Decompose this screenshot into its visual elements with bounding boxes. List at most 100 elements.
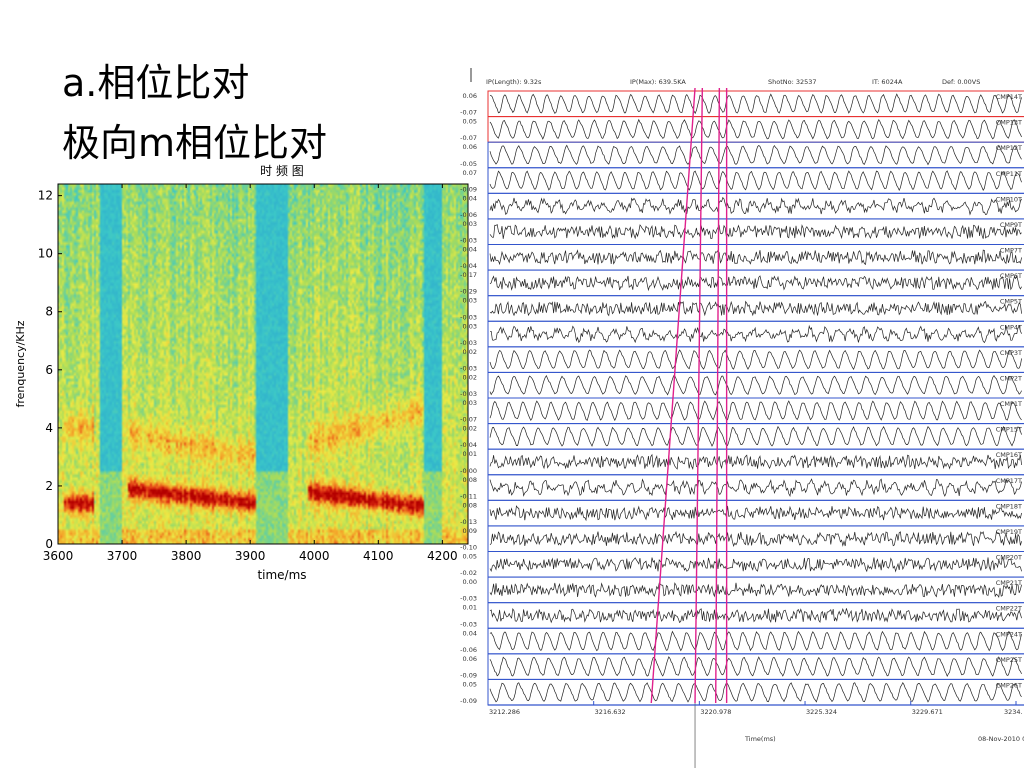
scope-tick-top: 0.00: [463, 578, 477, 586]
scope-panel: 0.02 -0.03 CMP3T: [460, 346, 1024, 373]
scope-tick-bottom: -0.03: [460, 364, 477, 372]
scope-tick-bottom: -0.02: [460, 569, 477, 577]
scope-panel: 0.06 -0.09 CMP25T: [460, 653, 1024, 680]
scope-panel: 0.01 -0.03 CMP22T: [460, 602, 1024, 629]
scope-trace: [489, 425, 1022, 447]
scope-tick-top: 0.08: [463, 476, 477, 484]
scope-tick-top: 0.05: [463, 118, 477, 126]
scope-tick-bottom: -0.03: [460, 237, 477, 245]
scope-tick-top: 0.02: [463, 348, 477, 356]
scope-panel: 0.03 -0.03 CMP4T: [460, 320, 1024, 348]
scope-tick-top: 0.03: [463, 220, 477, 228]
scope-x-tick-label: 3234.: [1004, 708, 1023, 716]
scope-panel: 0.08 -0.11 CMP17T: [460, 474, 1024, 501]
scope-x-tick-label: 3229.671: [912, 708, 943, 716]
slide-title-line2: 极向m相位比对: [62, 121, 328, 165]
scope-trace: [489, 274, 1022, 292]
scope-x-tick-label: 3216.632: [595, 708, 626, 716]
scope-x-tick-label: 3212.286: [489, 708, 520, 716]
scope-tick-bottom: -0.03: [460, 595, 477, 603]
scope-panel: 0.00 -0.03 CMP21T: [460, 576, 1024, 604]
scope-trace: [489, 224, 1022, 240]
scope-tick-bottom: -0.13: [460, 518, 477, 526]
scope-trace: [489, 400, 1022, 422]
scope-trace: [490, 324, 1022, 344]
scope-panel: 0.07 -0.09 CMP11T: [460, 167, 1024, 194]
scope-trace: [489, 300, 1022, 317]
scope-panel: 0.04 -0.06 CMP10T: [460, 192, 1024, 220]
scope-trace: [489, 144, 1022, 166]
scope-trace: [489, 118, 1022, 140]
scope-trace: [489, 530, 1022, 547]
spectrogram-y-tick-label: 10: [38, 247, 53, 261]
scope-tick-top: 0.08: [463, 501, 477, 509]
scope-tick-top: 0.03: [463, 322, 477, 330]
scope-trace: [489, 196, 1022, 216]
scope-panel-frame: [487, 678, 1024, 706]
scope-tick-top: 0.04: [463, 629, 477, 637]
spectrogram-x-tick-label: 4200: [427, 549, 458, 563]
scope-trace: [489, 170, 1022, 192]
scope-tick-bottom: -0.06: [460, 211, 477, 219]
scope-tick-bottom: -0.03: [460, 313, 477, 321]
scope-tick-top: 0.02: [463, 373, 477, 381]
spectrogram-x-tick-label: 3700: [107, 549, 138, 563]
scope-panel-frame: [487, 371, 1024, 399]
scope-trace: [489, 453, 1022, 471]
scope-trace: [489, 608, 1022, 624]
scope-panel: 0.05 -0.02 CMP20T: [460, 551, 1024, 578]
scope-panels: 0.06-0.07CMP14T0.05-0.07CMP13T0.06-0.05C…: [460, 90, 1024, 706]
scope-x-ticks: 3212.286 3216.632 3220.978 3225.324 3229.671…: [487, 701, 1023, 716]
spectrogram-x-tick-label: 3800: [171, 549, 202, 563]
scope-trace: [489, 656, 1022, 677]
scope-panel: 0.03 -0.03 CMP9T: [460, 218, 1024, 246]
scope-series-name: CMP13T: [996, 119, 1022, 127]
spectrogram-frame: [57, 183, 469, 545]
scope-panel-frame: [487, 90, 1024, 118]
scope-panel: 0.01 -0.00 CMP16T: [460, 448, 1024, 476]
spectrogram-image: [58, 184, 468, 544]
spectrogram-title: 时 频 图: [260, 164, 304, 178]
scope-phase-markers: [650, 87, 728, 768]
scope-tick-top: 0.06: [463, 655, 477, 663]
spectrogram-y-label: frenquency/KHz: [14, 320, 27, 407]
scope-trace: [489, 478, 1022, 497]
scope-panel: 0.03 -0.07 CMP1T: [460, 397, 1024, 425]
scope-tick-bottom: -0.09: [460, 697, 477, 705]
scope-series-name: CMP19T: [996, 528, 1022, 536]
scope-header-def: Def: 0.00VS: [942, 78, 980, 86]
scope-x-tick-label: 3220.978: [700, 708, 731, 716]
scope-series-name: CMP2T: [1000, 374, 1022, 382]
scope-panel: -0.17 -0.29 CMP6T: [460, 269, 1024, 297]
spectrogram-chart: 时 频 图 3600 3700 3800 3900 4000 4100 4200 0 2 4 6 8…: [14, 164, 469, 582]
scope-trace: [489, 681, 1022, 703]
scope-tick-bottom: -0.07: [460, 134, 477, 142]
scope-tick-top: 0.02: [463, 425, 477, 433]
scope-panel: 0.06 -0.05 CMP12T: [460, 141, 1024, 169]
scope-tick-bottom: -0.29: [460, 288, 477, 296]
scope-tick-top: 0.07: [463, 169, 477, 177]
scope-series-name: CMP3T: [1000, 349, 1022, 357]
spectrogram-y-tick-label: 2: [45, 479, 53, 493]
spectrogram-y-tick-label: 4: [45, 421, 53, 435]
scope-series-name: CMP15T: [996, 426, 1022, 434]
scope-series-name: CMP14T: [996, 93, 1022, 101]
scope-tick-bottom: -0.03: [460, 339, 477, 347]
scope-panel-frame: [487, 576, 1024, 604]
scope-series-name: CMP4T: [1000, 323, 1022, 331]
scope-tick-top: -0.17: [460, 271, 477, 279]
scope-tick-bottom: -0.00: [460, 467, 477, 475]
scope-tick-bottom: -0.03: [460, 390, 477, 398]
scope-trace: [489, 349, 1022, 370]
scope-tick-bottom: -0.04: [460, 441, 477, 449]
scope-header-iplength: IP(Length): 9.32s: [486, 78, 542, 86]
scope-series-name: CMP20T: [996, 554, 1022, 562]
scope-trace: [489, 93, 1022, 115]
scope-header: IP(Length): 9.32s IP(Max): 639.5KA ShotN…: [486, 78, 980, 86]
spectrogram-y-ticks: 0 2 4 6 8 10 12: [38, 189, 62, 551]
scope-panel-frame: [487, 474, 1024, 501]
scope-header-shotno: ShotNo: 32537: [768, 78, 817, 86]
scope-tick-top: 0.04: [463, 246, 477, 254]
spectrogram-x-tick-label: 4000: [299, 549, 330, 563]
spectrogram-y-tick-label: 12: [38, 189, 53, 203]
